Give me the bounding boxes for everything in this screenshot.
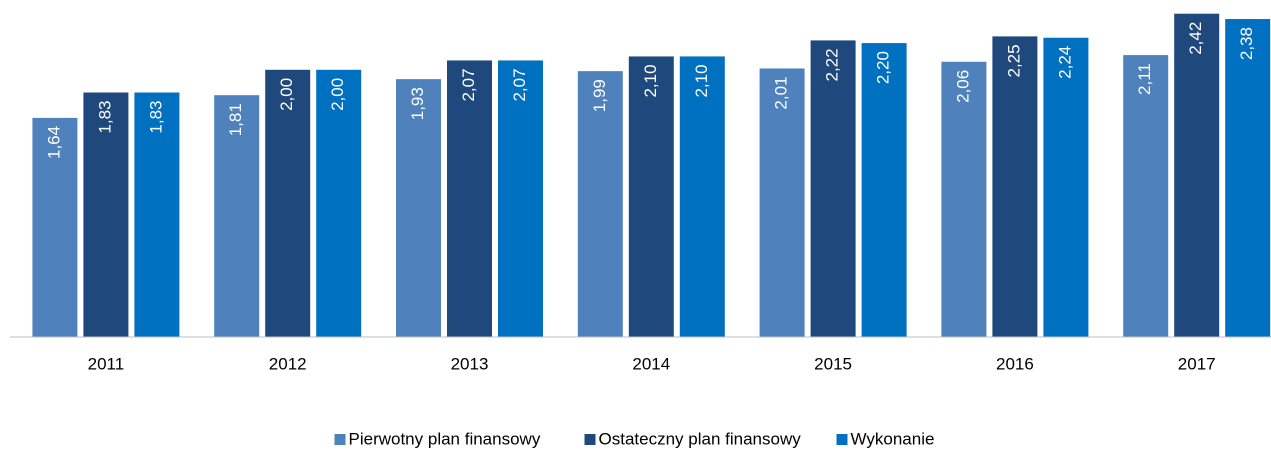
data-label: 2,06 [953,70,972,103]
bar [941,61,987,338]
data-label: 2,10 [692,64,711,97]
data-label: 2,07 [510,68,529,101]
bar [83,92,129,338]
x-tick-label: 2016 [996,354,1034,373]
data-label: 1,64 [44,126,63,159]
bar [577,71,623,338]
bar [759,68,805,338]
bar [32,117,78,338]
bar [1043,37,1089,338]
x-tick-label: 2013 [451,354,489,373]
legend-label: Pierwotny plan finansowy [349,429,541,448]
legend-swatch [836,434,848,445]
legend-label: Ostateczny plan finansowy [599,429,802,448]
bar [316,69,362,338]
bar [679,56,725,337]
bar [810,40,856,338]
data-label: 1,83 [95,101,114,134]
data-label: 2,07 [459,68,478,101]
data-label: 2,42 [1186,22,1205,55]
bar [134,92,180,338]
data-label: 2,00 [277,78,296,111]
data-label: 2,38 [1237,27,1256,60]
bar [498,60,543,338]
bar [628,56,674,337]
bar [1225,19,1271,337]
data-label: 2,10 [641,64,660,97]
data-label: 2,22 [823,48,842,81]
data-label: 2,20 [874,51,893,84]
x-tick-label: 2014 [632,354,670,373]
bar [992,36,1038,338]
x-tick-label: 2012 [269,354,307,373]
data-label: 1,99 [590,79,609,112]
data-label: 2,25 [1004,44,1023,77]
bar [861,43,907,338]
bar [1123,55,1169,337]
bar [1174,13,1220,338]
data-label: 1,83 [146,101,165,134]
data-label: 2,01 [772,76,791,109]
x-tick-label: 2017 [1178,354,1216,373]
x-tick-label: 2011 [88,354,125,373]
bar [214,95,260,338]
bar [265,69,311,338]
data-label: 2,11 [1135,63,1154,95]
data-label: 2,24 [1055,46,1074,79]
x-tick-label: 2015 [814,354,852,373]
data-label: 2,00 [328,78,347,111]
legend-swatch [584,434,596,445]
data-label: 1,93 [408,87,427,120]
bar [447,60,492,338]
legend-label: Wykonanie [851,429,935,448]
data-label: 1,81 [226,103,245,136]
bar [396,79,441,337]
legend-swatch [334,434,346,445]
